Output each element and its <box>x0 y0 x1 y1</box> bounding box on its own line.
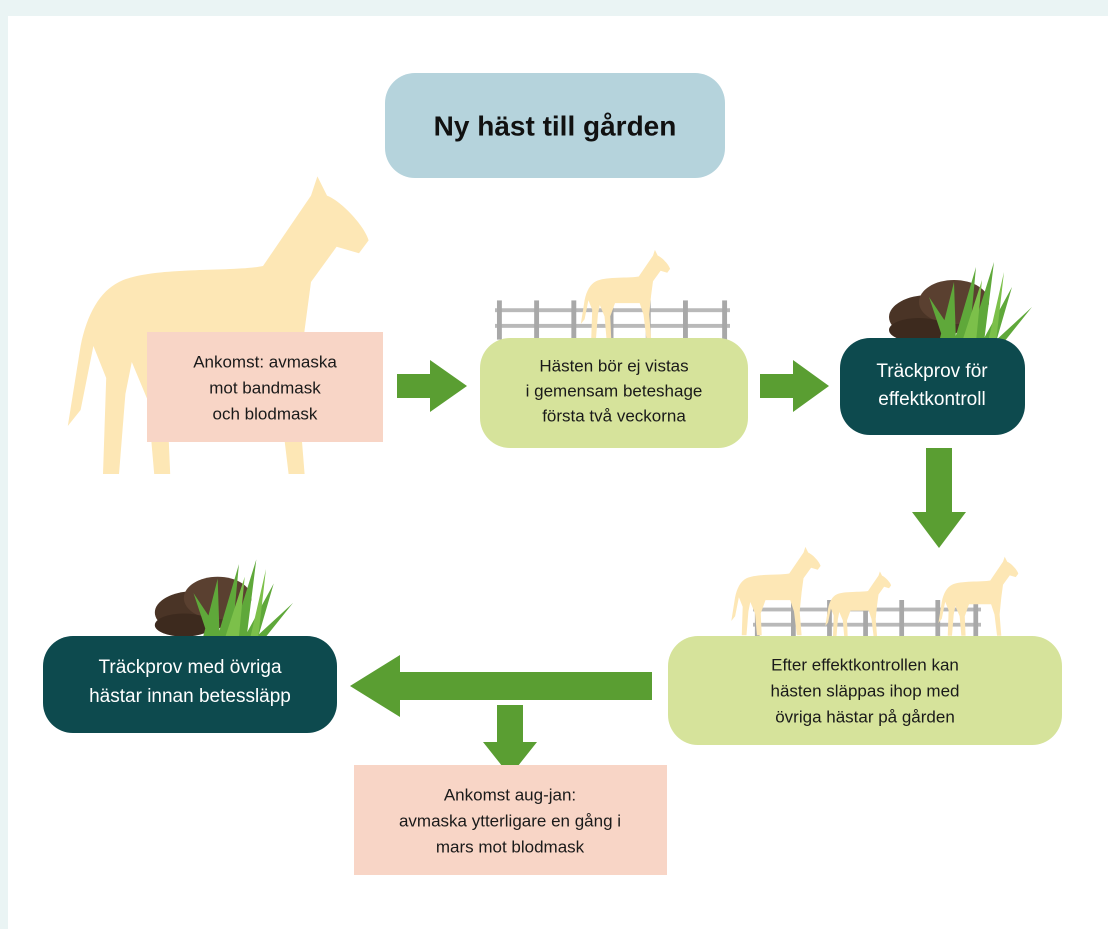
step-text: hästar innan betessläpp <box>89 686 291 707</box>
step-text: övriga hästar på gården <box>775 707 955 726</box>
step-text: effektkontroll <box>878 389 985 410</box>
title: Ny häst till gården <box>434 110 677 141</box>
step-box <box>840 338 1025 435</box>
step-text: Träckprov med övriga <box>98 657 281 678</box>
step-text: Ankomst: avmaska <box>193 352 337 371</box>
step-text: Hästen bör ej vistas <box>539 356 688 375</box>
step-text: mot bandmask <box>209 378 321 397</box>
step-text: Ankomst aug-jan: <box>444 785 576 804</box>
step-text: Träckprov för <box>876 361 988 382</box>
step-text: och blodmask <box>213 404 318 423</box>
step-text: avmaska ytterligare en gång i <box>399 811 621 830</box>
step-text: mars mot blodmask <box>436 837 585 856</box>
step-text: första två veckorna <box>542 406 686 425</box>
diagram: Ny häst till gården Ankomst: avmaska mot… <box>0 0 1108 929</box>
step-text: hästen släppas ihop med <box>770 681 959 700</box>
step-box <box>43 636 337 733</box>
step-text: i gemensam beteshage <box>526 381 703 400</box>
step-text: Efter effektkontrollen kan <box>771 655 959 674</box>
